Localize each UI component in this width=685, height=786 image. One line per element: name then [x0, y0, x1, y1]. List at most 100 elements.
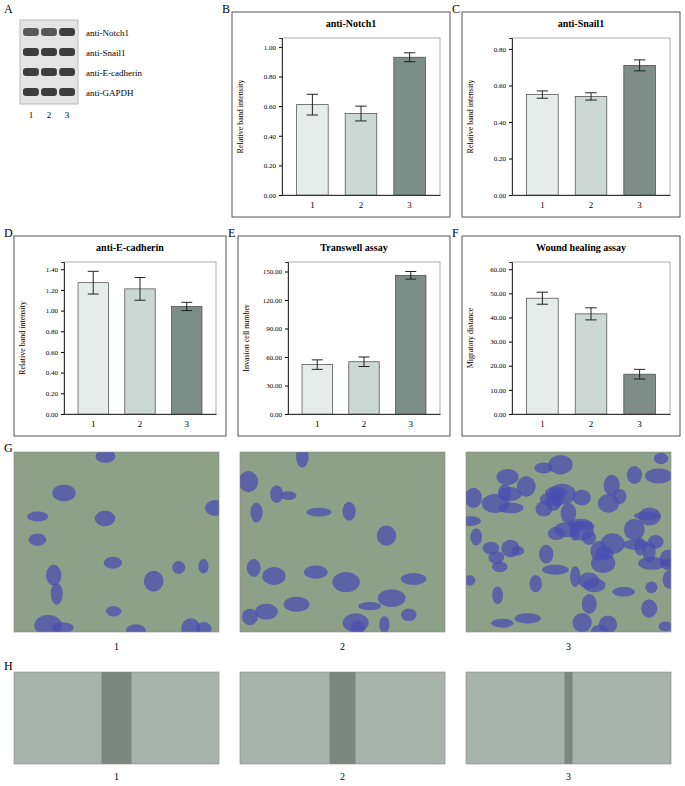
chart-title: anti-Notch1 [326, 18, 377, 29]
error-bar-cap [585, 100, 596, 101]
antibody-label: anti-E-cadherin [86, 68, 142, 78]
wound-gap [330, 672, 356, 764]
stained-cell-cluster [296, 452, 309, 468]
stained-cell-cluster [591, 625, 608, 632]
error-bar-cap [355, 106, 366, 107]
y-tick: 10.00 [490, 387, 512, 395]
y-tick: 0.00 [494, 192, 512, 200]
y-tick-mark [279, 77, 282, 78]
y-axis-title: Migratory distance [466, 307, 475, 368]
bar [349, 362, 379, 414]
chart-title: anti-Snail1 [558, 18, 605, 29]
micrograph-border [14, 452, 219, 632]
blot-band [59, 28, 75, 36]
chart-frame [462, 12, 680, 217]
y-tick-label: 50.00 [490, 290, 506, 298]
micrograph [14, 452, 219, 632]
chart-title: Transwell assay [320, 242, 387, 253]
panel-label: B [222, 2, 230, 16]
y-tick-mark [61, 352, 64, 353]
stained-cell-cluster [358, 602, 381, 610]
y-tick-label: 0.60 [264, 103, 277, 111]
bar [527, 95, 559, 195]
y-tick-mark [61, 414, 64, 415]
y-tick: 0.60 [264, 103, 282, 111]
stained-cell-cluster [570, 566, 580, 587]
y-tick: 40.00 [490, 314, 512, 322]
error-bar-cap [359, 366, 370, 367]
stained-cell-cluster [582, 594, 597, 614]
bar [394, 57, 426, 195]
y-tick-label: 0.20 [264, 162, 277, 170]
y-tick-label: 1.00 [46, 307, 59, 315]
y-tick: 50.00 [490, 290, 512, 298]
stained-cell-cluster [627, 466, 642, 484]
y-tick: 0.40 [46, 369, 64, 377]
stained-cell-cluster [548, 455, 572, 474]
panel-label: G [4, 441, 13, 455]
error-bar [405, 272, 416, 280]
error-bar-cap [634, 369, 645, 370]
stained-cell-cluster [27, 511, 48, 521]
y-tick-mark [279, 195, 282, 196]
micrograph-label: 2 [340, 771, 345, 782]
y-tick-label: 60.00 [490, 266, 506, 274]
y-tick: 150.00 [263, 268, 288, 276]
error-bar-cap [135, 277, 146, 278]
x-tick-label: 1 [91, 419, 96, 429]
bar [345, 114, 377, 195]
y-tick-label: 0.00 [46, 411, 59, 419]
error-bar-stem [317, 360, 318, 370]
bar [297, 105, 329, 195]
error-bar [537, 292, 548, 304]
lane-label: 1 [29, 110, 34, 120]
error-bar-cap [135, 300, 146, 301]
antibody-label: anti-Notch1 [86, 28, 129, 38]
stained-cell-cluster [496, 469, 518, 485]
stained-cell-cluster [255, 604, 278, 620]
stained-cell-cluster [604, 475, 620, 496]
chart-frame [14, 236, 226, 436]
micrograph-label: 3 [566, 641, 571, 652]
micrograph [466, 672, 671, 764]
stained-cell-cluster [573, 490, 591, 506]
y-tick-mark [285, 272, 288, 273]
y-tick: 1.00 [264, 44, 282, 52]
stained-cell-cluster [51, 583, 63, 605]
error-bar-cap [405, 279, 416, 280]
y-tick-label: 0.80 [264, 73, 277, 81]
error-bar-cap [537, 90, 548, 91]
error-bar-cap [634, 379, 645, 380]
y-tick-mark [509, 158, 512, 159]
y-tick-label: 0.60 [494, 82, 507, 90]
y-tick-mark [61, 269, 64, 270]
error-bar-stem [639, 60, 640, 71]
y-tick-label: 0.40 [494, 119, 507, 127]
error-bar-cap [404, 61, 415, 62]
stained-cell-cluster [377, 526, 396, 546]
y-axis-title: Relative band intensity [18, 301, 27, 375]
stained-cell-cluster [466, 516, 481, 526]
panel-label: C [452, 2, 460, 16]
marks [302, 272, 426, 415]
x-axis: 123 [65, 414, 217, 429]
micrograph-background [14, 672, 219, 764]
blot-band [59, 48, 75, 56]
error-bar [181, 302, 192, 310]
stained-cell-cluster [561, 503, 577, 524]
stained-cell-cluster [612, 587, 635, 597]
y-tick-label: 30.00 [266, 382, 282, 390]
x-tick-label: 2 [589, 419, 594, 429]
y-tick-label: 60.00 [266, 354, 282, 362]
chart-title: anti-E-cadherin [96, 242, 164, 253]
x-tick-label: 1 [315, 419, 320, 429]
x-axis: 123 [513, 414, 671, 429]
blot-band [41, 68, 57, 76]
x-tick: 2 [359, 195, 364, 210]
stained-cell-cluster [590, 541, 608, 561]
y-tick-mark [509, 414, 512, 415]
y-tick: 30.00 [490, 338, 512, 346]
stained-cell-cluster [34, 615, 62, 632]
marks [297, 53, 426, 195]
bar [624, 374, 656, 414]
